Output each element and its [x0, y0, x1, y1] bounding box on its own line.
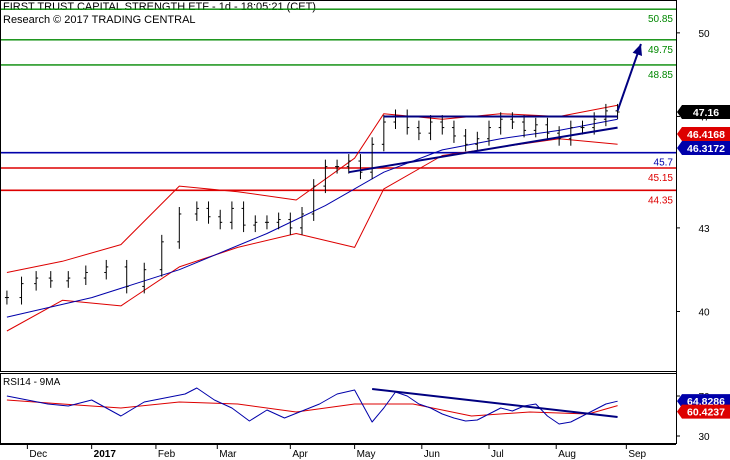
- price-value-tag-box: [677, 104, 730, 119]
- rsi-ma-line: [6, 399, 618, 417]
- price-bar: [253, 215, 258, 233]
- price-bar: [580, 120, 585, 135]
- main-panel-frame: [0, 0, 677, 372]
- price-bar: [311, 179, 316, 221]
- price-value-tag: 46.4168: [677, 126, 730, 141]
- x-tick-label: Feb: [158, 449, 176, 460]
- price-bar: [370, 137, 375, 180]
- y-tick-label: 43: [698, 224, 710, 235]
- price-bar: [264, 215, 269, 230]
- price-bar: [487, 120, 492, 146]
- price-bar: [104, 259, 109, 280]
- price-bar: [557, 126, 562, 146]
- x-tick-label: Jun: [424, 449, 440, 460]
- price-bar: [194, 201, 199, 221]
- x-tick-label: Aug: [558, 449, 576, 460]
- price-bar: [206, 201, 211, 224]
- price-bar: [48, 271, 53, 288]
- price-bar: [463, 128, 468, 152]
- level-label: 50.85: [648, 14, 673, 25]
- rsi-trendline: [372, 388, 618, 418]
- rsi-value-tag: 60.4237: [677, 404, 730, 419]
- price-bar: [124, 259, 129, 294]
- price-bar: [142, 262, 147, 294]
- rsi-value-tag-box: [677, 404, 730, 419]
- price-bar: [416, 120, 421, 141]
- price-bar: [83, 265, 88, 286]
- price-bar: [603, 103, 608, 127]
- price-bar: [241, 201, 246, 233]
- price-value-tag: 46.3172: [677, 140, 730, 155]
- price-bar: [335, 159, 340, 174]
- rsi-panel-frame: [0, 373, 677, 444]
- price-value-tag-box: [677, 140, 730, 155]
- price-bar: [405, 109, 410, 135]
- price-value-tag-box: [677, 126, 730, 141]
- price-bar: [533, 117, 538, 138]
- price-bar: [475, 131, 480, 152]
- moving-average-line: [6, 118, 618, 318]
- price-value-tag-text: 46.3172: [687, 143, 725, 155]
- y-tick-label: 50: [698, 29, 710, 40]
- price-bar: [323, 159, 328, 194]
- x-tick-label: Dec: [29, 449, 47, 460]
- level-label: 44.35: [648, 195, 673, 206]
- level-label: 49.75: [648, 45, 673, 56]
- price-bar: [440, 115, 445, 135]
- x-tick-label: Mar: [219, 449, 237, 460]
- level-label: 45.15: [648, 173, 673, 184]
- chart-title: FIRST TRUST CAPITAL STRENGTH ETF - 1d - …: [3, 1, 316, 13]
- projection-arrow-shaft: [616, 43, 642, 112]
- price-bar: [393, 109, 398, 129]
- rsi-value-tag-text: 60.4237: [687, 407, 725, 419]
- level-label: 45.7: [654, 158, 674, 169]
- x-tick-label: Apr: [292, 449, 308, 460]
- price-bar: [177, 207, 182, 249]
- y-tick-label: 40: [698, 307, 710, 318]
- support-trendline: [348, 126, 618, 174]
- x-tick-label: Jul: [491, 449, 504, 460]
- price-bar: [159, 234, 164, 277]
- price-bar: [66, 271, 71, 288]
- rsi-title: RSI14 - 9MA: [3, 377, 61, 388]
- rsi-y-tick-label: 30: [698, 432, 710, 443]
- price-bar: [545, 117, 550, 141]
- price-value-tag-text: 46.4168: [687, 129, 725, 141]
- chart-subtitle: Research © 2017 TRADING CENTRAL: [3, 14, 196, 26]
- price-value-tag-text: 47.16: [693, 107, 719, 119]
- price-bar: [288, 212, 293, 235]
- price-bar: [4, 290, 9, 305]
- price-bar: [34, 271, 39, 291]
- x-tick-label: May: [357, 449, 376, 460]
- price-bar: [451, 120, 456, 143]
- price-bar: [300, 207, 305, 235]
- price-bar: [428, 115, 433, 141]
- projection-arrow-head: [632, 44, 642, 56]
- price-bar: [510, 112, 515, 129]
- price-bar: [346, 154, 351, 174]
- price-bar: [358, 154, 363, 180]
- price-bar: [568, 120, 573, 146]
- x-tick-label: 2017: [94, 449, 117, 460]
- price-bar: [381, 115, 386, 152]
- price-bar: [276, 212, 281, 230]
- price-bar: [218, 209, 223, 230]
- price-value-tag: 47.16: [677, 104, 730, 119]
- price-bar: [229, 201, 234, 230]
- level-label: 48.85: [648, 70, 673, 81]
- x-tick-label: Sep: [628, 449, 646, 460]
- price-bar: [522, 115, 527, 138]
- price-bar: [19, 276, 24, 305]
